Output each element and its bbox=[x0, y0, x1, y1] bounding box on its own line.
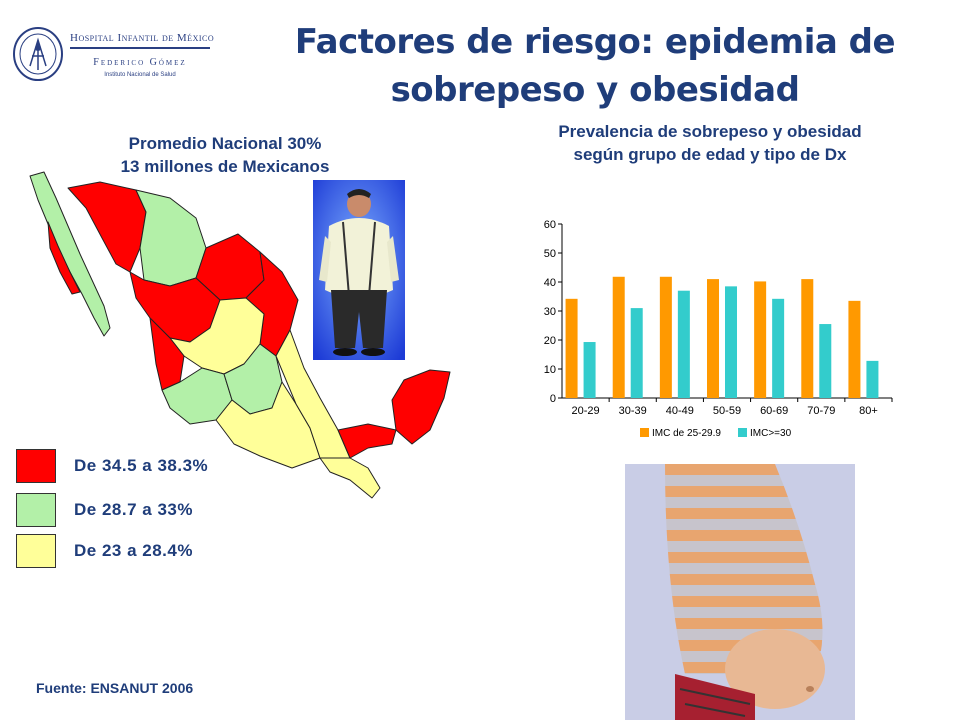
legend-swatch-series-2 bbox=[738, 428, 747, 437]
bar-obesity-50-59 bbox=[725, 286, 737, 398]
logo-line-2: Federico Gómez bbox=[93, 57, 187, 68]
legend-swatch-green bbox=[16, 493, 56, 527]
map-heading: Promedio Nacional 30% 13 millones de Mex… bbox=[40, 132, 410, 178]
bar-overweight-70-79 bbox=[801, 279, 814, 398]
bar-overweight-50-59 bbox=[707, 279, 719, 398]
x-tick-label: 80+ bbox=[859, 405, 878, 417]
y-tick-label: 20 bbox=[544, 335, 556, 347]
y-tick-label: 40 bbox=[544, 277, 556, 289]
photo-belly bbox=[625, 464, 855, 720]
hospital-logo: Hospital Infantil de México Federico Góm… bbox=[12, 22, 214, 92]
x-tick-label: 50-59 bbox=[713, 405, 741, 417]
bar-obesity-30-39 bbox=[630, 308, 643, 398]
bar-overweight-30-39 bbox=[612, 276, 625, 398]
legend-label-series-2: IMC>=30 bbox=[750, 428, 792, 439]
bar-obesity-70-79 bbox=[819, 324, 832, 398]
legend-item-high: De 34.5 a 38.3% bbox=[16, 449, 276, 483]
y-tick-label: 50 bbox=[544, 248, 556, 260]
bar-obesity-80+ bbox=[866, 360, 879, 398]
legend-label-low: De 23 a 28.4% bbox=[74, 541, 193, 560]
bar-overweight-80+ bbox=[848, 300, 861, 398]
bar-overweight-40-49 bbox=[659, 276, 672, 398]
x-tick-label: 40-49 bbox=[666, 405, 694, 417]
legend-item-low: De 23 a 28.4% bbox=[16, 534, 276, 568]
mexico-map bbox=[29, 171, 451, 499]
slide-title-line-1: Factores de riesgo: epidemia de bbox=[294, 22, 896, 62]
legend-label-mid: De 28.7 a 33% bbox=[74, 500, 193, 519]
x-tick-label: 20-29 bbox=[572, 405, 600, 417]
source-note: Fuente: ENSANUT 2006 bbox=[36, 680, 194, 696]
y-tick-label: 30 bbox=[544, 306, 556, 318]
logo-line-1: Hospital Infantil de México bbox=[70, 32, 215, 44]
logo-line-3: Instituto Nacional de Salud bbox=[104, 72, 176, 78]
map-heading-line-2: 13 millones de Mexicanos bbox=[120, 157, 330, 176]
x-tick-label: 60-69 bbox=[760, 405, 788, 417]
bar-overweight-20-29 bbox=[565, 298, 578, 398]
bar-obesity-60-69 bbox=[772, 298, 785, 398]
legend-label-high: De 34.5 a 38.3% bbox=[74, 456, 209, 475]
y-tick-label: 10 bbox=[544, 364, 556, 376]
chart-heading-line-1: Prevalencia de sobrepeso y obesidad bbox=[558, 122, 862, 141]
legend-swatch-series-1 bbox=[640, 428, 649, 437]
legend-swatch-yellow bbox=[16, 534, 56, 568]
photo-obese-man bbox=[313, 180, 405, 360]
y-tick-label: 60 bbox=[544, 219, 556, 231]
slide-title: Factores de riesgo: epidemia de sobrepes… bbox=[270, 18, 920, 114]
bar-overweight-60-69 bbox=[754, 281, 767, 398]
chart-heading-line-2: según grupo de edad y tipo de Dx bbox=[573, 145, 847, 164]
map-heading-line-1: Promedio Nacional 30% bbox=[128, 134, 322, 153]
x-tick-label: 30-39 bbox=[619, 405, 647, 417]
legend-item-mid: De 28.7 a 33% bbox=[16, 493, 276, 527]
x-tick-label: 70-79 bbox=[807, 405, 835, 417]
prevalence-bar-chart: 0 10 20 30 40 50 60 20-29 30-39 40-49 50-59 60-69 70… bbox=[544, 219, 893, 439]
legend-swatch-red bbox=[16, 449, 56, 483]
bar-obesity-20-29 bbox=[583, 342, 596, 398]
legend-label-series-1: IMC de 25-29.9 bbox=[652, 428, 721, 439]
chart-heading: Prevalencia de sobrepeso y obesidad segú… bbox=[480, 120, 940, 166]
y-tick-label: 0 bbox=[550, 393, 556, 405]
slide-title-line-2: sobrepeso y obesidad bbox=[390, 70, 800, 110]
hospital-seal-icon bbox=[13, 27, 63, 81]
bar-obesity-40-49 bbox=[677, 290, 690, 398]
